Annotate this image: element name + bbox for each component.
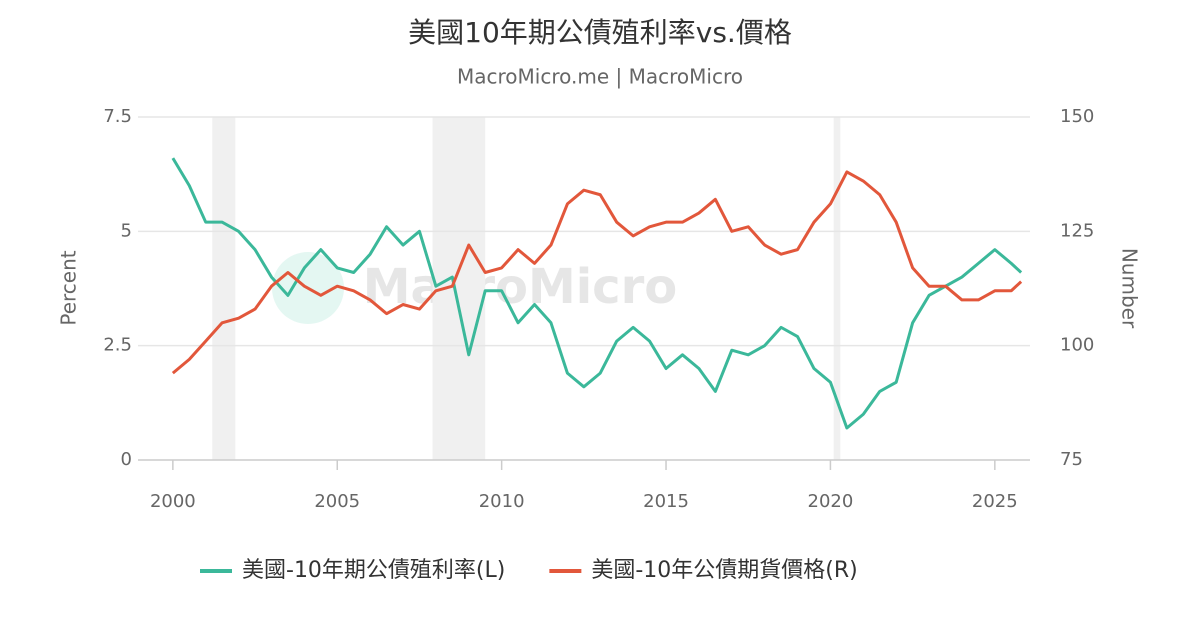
x-tick-label: 2000 bbox=[150, 491, 196, 512]
chart-title: 美國10年期公債殖利率vs.價格 bbox=[408, 16, 792, 49]
legend-label: 美國-10年期公債殖利率(L) bbox=[242, 558, 505, 583]
recession-band bbox=[833, 117, 841, 460]
y2-tick-label: 150 bbox=[1060, 106, 1094, 127]
x-tick-label: 2020 bbox=[808, 491, 854, 512]
legend-label: 美國-10年公債期貨價格(R) bbox=[591, 558, 857, 583]
y-tick-label: 5 bbox=[121, 220, 132, 241]
y-tick-label: 2.5 bbox=[103, 335, 132, 356]
series-line bbox=[171, 170, 1023, 375]
y-tick-label: 0 bbox=[121, 449, 132, 470]
chart-subtitle: MacroMicro.me | MacroMicro bbox=[457, 65, 743, 89]
y2-tick-label: 75 bbox=[1060, 449, 1083, 470]
x-tick-label: 2025 bbox=[972, 491, 1018, 512]
x-tick-label: 2005 bbox=[314, 491, 360, 512]
y2-axis-title: Number bbox=[1118, 248, 1142, 329]
x-tick-label: 2015 bbox=[643, 491, 689, 512]
recession-band bbox=[212, 117, 236, 460]
y2-tick-label: 100 bbox=[1060, 335, 1094, 356]
watermark: MacroMicro bbox=[363, 259, 678, 315]
y2-tick-label: 125 bbox=[1060, 220, 1094, 241]
series-line bbox=[171, 157, 1023, 430]
x-tick-label: 2010 bbox=[479, 491, 525, 512]
y-tick-label: 7.5 bbox=[103, 106, 132, 127]
y-axis-title: Percent bbox=[57, 250, 81, 325]
